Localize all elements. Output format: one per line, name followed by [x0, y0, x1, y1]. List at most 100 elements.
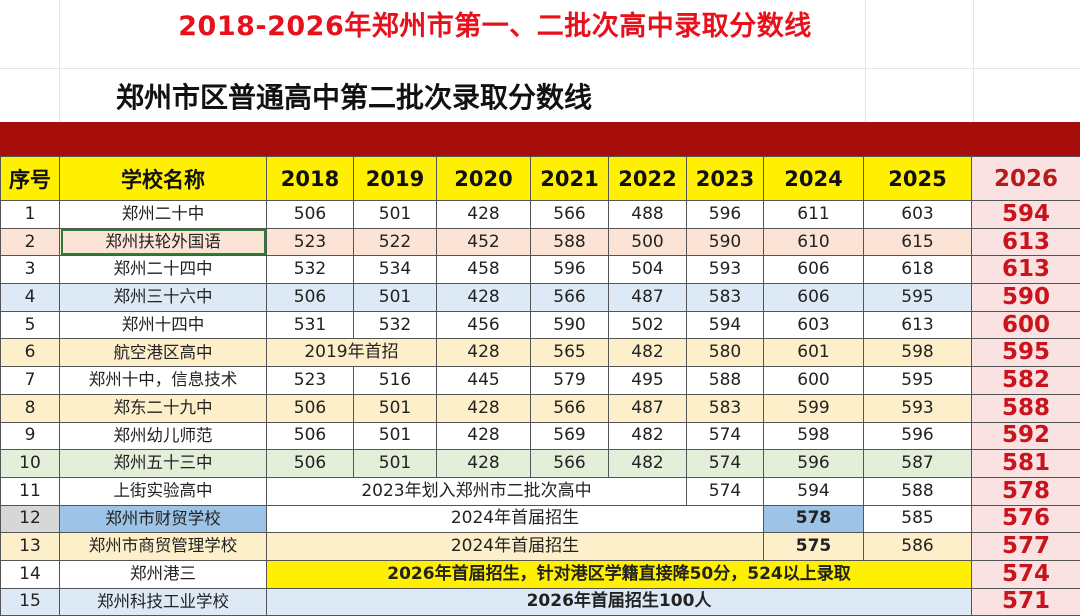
score-cell[interactable]: 590 [530, 310, 609, 340]
row-number[interactable]: 8 [0, 393, 60, 423]
score-cell[interactable]: 574 [686, 421, 764, 451]
score-cell[interactable]: 506 [266, 200, 354, 229]
score-cell[interactable]: 523 [266, 366, 354, 395]
school-name[interactable]: 郑州二十四中 [59, 255, 267, 285]
header-cell[interactable]: 序号 [0, 156, 60, 201]
school-name[interactable]: 郑州十四中 [59, 310, 267, 340]
score-cell[interactable]: 583 [686, 393, 764, 423]
score-cell[interactable]: 428 [436, 393, 531, 423]
score-cell[interactable]: 596 [763, 449, 864, 478]
score-cell[interactable]: 596 [686, 200, 764, 229]
school-name[interactable]: 郑州科技工业学校 [59, 587, 267, 616]
score-cell[interactable]: 598 [763, 421, 864, 451]
score-cell[interactable]: 593 [686, 255, 764, 285]
score-cell[interactable]: 428 [436, 283, 531, 312]
merged-note-cell[interactable]: 2019年首招 [266, 338, 437, 368]
score-cell[interactable]: 566 [530, 283, 609, 312]
score-cell[interactable]: 587 [863, 449, 972, 478]
score-cell[interactable]: 501 [353, 421, 437, 451]
score-cell[interactable]: 606 [763, 283, 864, 312]
score-cell[interactable]: 575 [763, 532, 864, 561]
score-cell[interactable]: 595 [863, 366, 972, 395]
school-name[interactable]: 上街实验高中 [59, 476, 267, 506]
score-cell[interactable]: 506 [266, 421, 354, 451]
header-cell[interactable]: 学校名称 [59, 156, 267, 201]
row-number[interactable]: 2 [0, 227, 60, 257]
row-number[interactable]: 10 [0, 449, 60, 478]
school-name[interactable]: 郑州幼儿师范 [59, 421, 267, 451]
score-cell[interactable]: 482 [608, 338, 687, 368]
score-cell[interactable]: 583 [686, 283, 764, 312]
score-cell[interactable]: 585 [863, 504, 972, 534]
school-name[interactable]: 郑州港三 [59, 559, 267, 589]
score-cell[interactable]: 487 [608, 283, 687, 312]
score-cell[interactable]: 523 [266, 227, 354, 257]
score-cell[interactable]: 578 [763, 504, 864, 534]
score-cell[interactable]: 522 [353, 227, 437, 257]
score-cell[interactable]: 506 [266, 283, 354, 312]
score-cell[interactable]: 458 [436, 255, 531, 285]
score-cell[interactable]: 531 [266, 310, 354, 340]
score-cell[interactable]: 579 [530, 366, 609, 395]
score-cell[interactable]: 428 [436, 449, 531, 478]
score-2026-cell[interactable]: 600 [971, 310, 1080, 340]
score-cell[interactable]: 574 [686, 449, 764, 478]
score-cell[interactable]: 596 [530, 255, 609, 285]
score-cell[interactable]: 593 [863, 393, 972, 423]
score-cell[interactable]: 613 [863, 310, 972, 340]
school-name[interactable]: 郑州五十三中 [59, 449, 267, 478]
score-cell[interactable]: 532 [266, 255, 354, 285]
row-number[interactable]: 12 [0, 504, 60, 534]
row-number[interactable]: 13 [0, 532, 60, 561]
score-cell[interactable]: 504 [608, 255, 687, 285]
merged-note-cell[interactable]: 2026年首届招生，针对港区学籍直接降50分，524以上录取 [266, 559, 972, 589]
score-cell[interactable]: 588 [530, 227, 609, 257]
school-name[interactable]: 郑州三十六中 [59, 283, 267, 312]
score-cell[interactable]: 532 [353, 310, 437, 340]
score-cell[interactable]: 501 [353, 283, 437, 312]
score-cell[interactable]: 566 [530, 200, 609, 229]
header-cell[interactable]: 2018 [266, 156, 354, 201]
school-name[interactable]: 郑州十中，信息技术 [59, 366, 267, 395]
school-name[interactable]: 航空港区高中 [59, 338, 267, 368]
row-number[interactable]: 14 [0, 559, 60, 589]
header-cell[interactable]: 2024 [763, 156, 864, 201]
score-2026-cell[interactable]: 613 [971, 227, 1080, 257]
score-cell[interactable]: 565 [530, 338, 609, 368]
score-cell[interactable]: 456 [436, 310, 531, 340]
score-cell[interactable]: 482 [608, 421, 687, 451]
school-name[interactable]: 郑东二十九中 [59, 393, 267, 423]
score-2026-cell[interactable]: 574 [971, 559, 1080, 589]
score-cell[interactable]: 610 [763, 227, 864, 257]
score-cell[interactable]: 566 [530, 449, 609, 478]
score-cell[interactable]: 428 [436, 200, 531, 229]
row-number[interactable]: 6 [0, 338, 60, 368]
score-cell[interactable]: 516 [353, 366, 437, 395]
row-number[interactable]: 4 [0, 283, 60, 312]
score-cell[interactable]: 580 [686, 338, 764, 368]
score-2026-cell[interactable]: 578 [971, 476, 1080, 506]
score-cell[interactable]: 615 [863, 227, 972, 257]
row-number[interactable]: 5 [0, 310, 60, 340]
row-number[interactable]: 9 [0, 421, 60, 451]
score-cell[interactable]: 574 [686, 476, 764, 506]
score-cell[interactable]: 588 [686, 366, 764, 395]
header-cell[interactable]: 2023 [686, 156, 764, 201]
score-cell[interactable]: 488 [608, 200, 687, 229]
header-cell[interactable]: 2025 [863, 156, 972, 201]
score-cell[interactable]: 566 [530, 393, 609, 423]
school-name[interactable]: 郑州市商贸管理学校 [59, 532, 267, 561]
score-cell[interactable]: 595 [863, 283, 972, 312]
score-cell[interactable]: 501 [353, 449, 437, 478]
score-cell[interactable]: 603 [763, 310, 864, 340]
score-cell[interactable]: 590 [686, 227, 764, 257]
score-cell[interactable]: 500 [608, 227, 687, 257]
score-cell[interactable]: 586 [863, 532, 972, 561]
score-cell[interactable]: 598 [863, 338, 972, 368]
score-cell[interactable]: 445 [436, 366, 531, 395]
score-cell[interactable]: 594 [763, 476, 864, 506]
score-cell[interactable]: 603 [863, 200, 972, 229]
score-cell[interactable]: 482 [608, 449, 687, 478]
score-2026-cell[interactable]: 582 [971, 366, 1080, 395]
score-cell[interactable]: 594 [686, 310, 764, 340]
